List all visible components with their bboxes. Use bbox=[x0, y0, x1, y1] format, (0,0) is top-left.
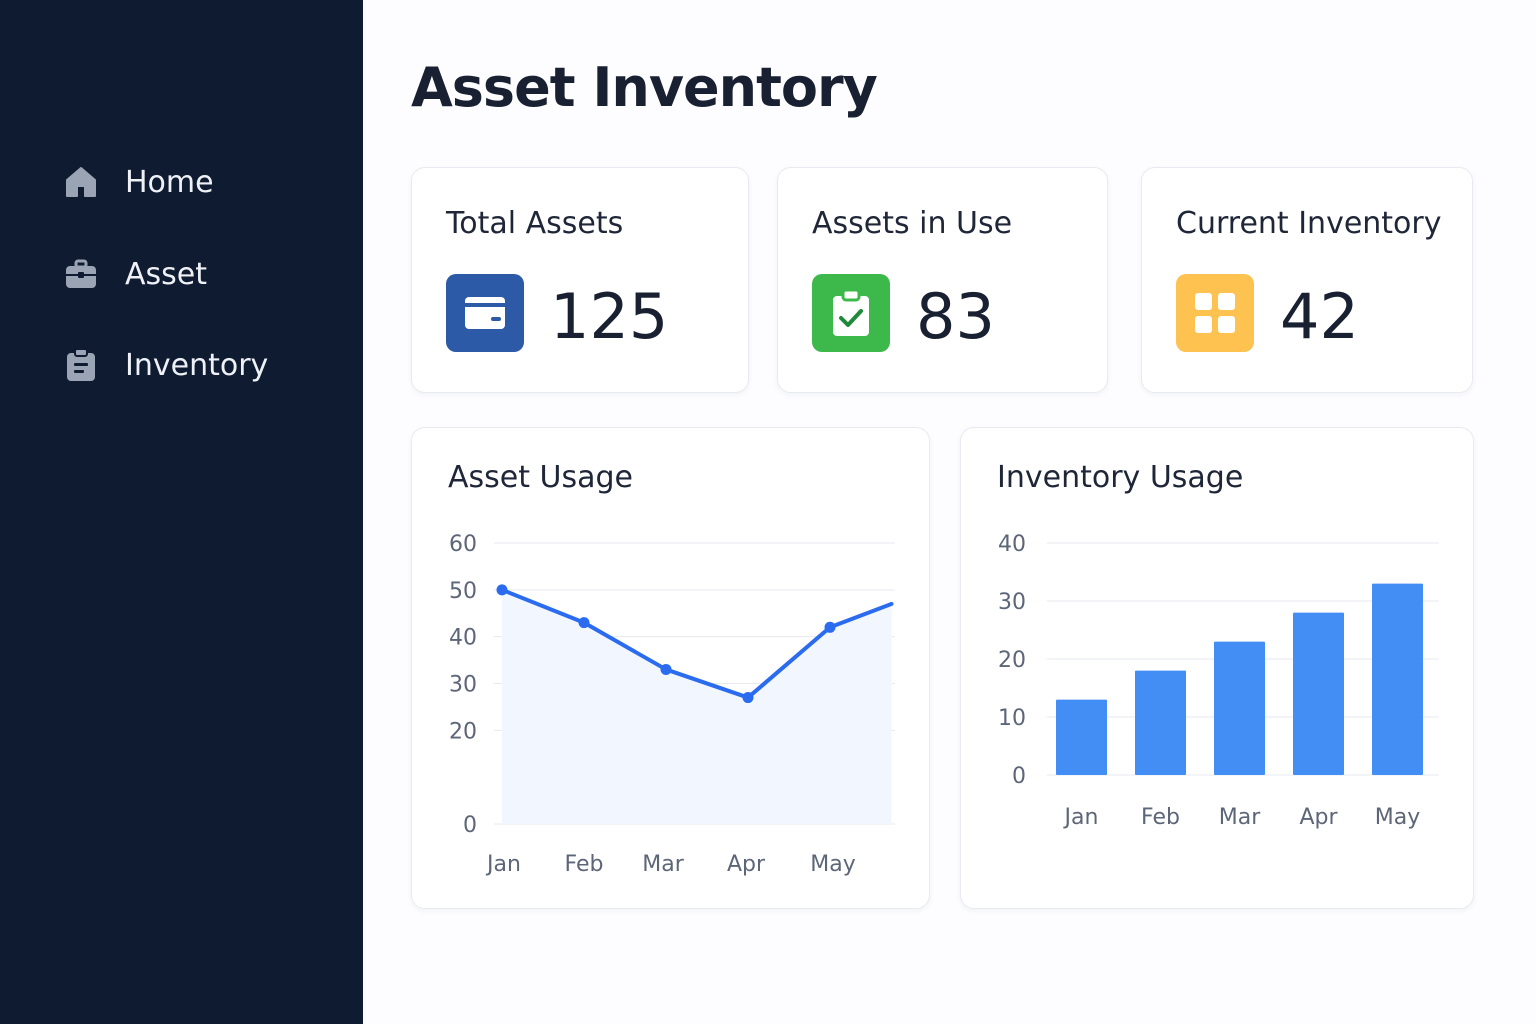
stat-value: 125 bbox=[550, 280, 669, 353]
x-tick-label: Jan bbox=[1063, 805, 1099, 830]
sidebar-item-asset[interactable]: Asset bbox=[64, 254, 324, 294]
stat-title: Assets in Use bbox=[812, 206, 1013, 241]
y-tick-label: 20 bbox=[998, 648, 1026, 673]
x-tick-label: Mar bbox=[642, 852, 684, 877]
page-title: Asset Inventory bbox=[411, 56, 878, 119]
bar bbox=[1056, 699, 1107, 775]
y-tick-label: 40 bbox=[998, 532, 1026, 557]
x-tick-label: Apr bbox=[1299, 805, 1338, 830]
chart-card-inventory-usage: Inventory Usage 0 10 20 30 40 Jan Feb Mar Apr May bbox=[960, 427, 1474, 909]
stat-value: 83 bbox=[916, 280, 995, 353]
stat-card-current-inventory: Current Inventory 42 bbox=[1141, 167, 1473, 393]
x-tick-label: Jan bbox=[485, 852, 521, 877]
bar bbox=[1135, 670, 1186, 775]
sidebar-item-label: Home bbox=[125, 164, 214, 200]
y-tick-label: 0 bbox=[463, 813, 477, 838]
y-tick-label: 50 bbox=[449, 579, 477, 604]
y-tick-label: 60 bbox=[449, 532, 477, 557]
data-point bbox=[660, 663, 672, 675]
bar bbox=[1372, 583, 1423, 775]
x-tick-label: Apr bbox=[727, 852, 766, 877]
x-tick-label: Feb bbox=[565, 852, 604, 877]
chart-title: Inventory Usage bbox=[997, 460, 1244, 495]
stat-card-total-assets: Total Assets 125 bbox=[411, 167, 749, 393]
briefcase-icon bbox=[64, 257, 98, 291]
clipboard-check-icon bbox=[812, 274, 890, 352]
y-tick-label: 0 bbox=[1012, 764, 1026, 789]
inventory-usage-bar-chart: 0 10 20 30 40 Jan Feb Mar Apr May bbox=[998, 532, 1439, 830]
data-point bbox=[742, 692, 754, 704]
sidebar-item-home[interactable]: Home bbox=[64, 162, 324, 202]
x-tick-label: May bbox=[1375, 805, 1420, 830]
chart-card-asset-usage: Asset Usage 0 20 30 40 50 60 Jan Feb Mar Apr May bbox=[411, 427, 930, 909]
stat-value: 42 bbox=[1280, 280, 1359, 353]
y-tick-label: 40 bbox=[449, 626, 477, 651]
chart-title: Asset Usage bbox=[448, 460, 634, 495]
stat-title: Total Assets bbox=[446, 206, 624, 241]
y-tick-label: 30 bbox=[998, 590, 1026, 615]
y-tick-label: 10 bbox=[998, 706, 1026, 731]
x-tick-label: Feb bbox=[1141, 805, 1180, 830]
data-point bbox=[496, 584, 508, 596]
sidebar-item-label: Asset bbox=[125, 256, 208, 292]
sidebar: Home Asset Inventory bbox=[0, 0, 363, 1024]
clipboard-icon bbox=[64, 348, 98, 382]
data-point bbox=[578, 617, 590, 629]
series-line bbox=[500, 587, 894, 700]
x-tick-label: Mar bbox=[1219, 805, 1261, 830]
bar bbox=[1293, 612, 1344, 775]
y-tick-label: 20 bbox=[449, 719, 477, 744]
wallet-icon bbox=[446, 274, 524, 352]
grid-icon bbox=[1176, 274, 1254, 352]
x-tick-label: May bbox=[810, 852, 855, 877]
stat-card-assets-in-use: Assets in Use 83 bbox=[777, 167, 1108, 393]
stat-title: Current Inventory bbox=[1176, 206, 1442, 241]
sidebar-item-label: Inventory bbox=[125, 347, 269, 383]
line-area-fill bbox=[502, 589, 892, 824]
home-icon bbox=[64, 165, 98, 199]
data-point bbox=[824, 621, 836, 633]
y-tick-label: 30 bbox=[449, 673, 477, 698]
sidebar-item-inventory[interactable]: Inventory bbox=[64, 345, 324, 385]
bar bbox=[1214, 641, 1265, 775]
asset-usage-line-chart: 0 20 30 40 50 60 Jan Feb Mar Apr May bbox=[449, 532, 895, 877]
